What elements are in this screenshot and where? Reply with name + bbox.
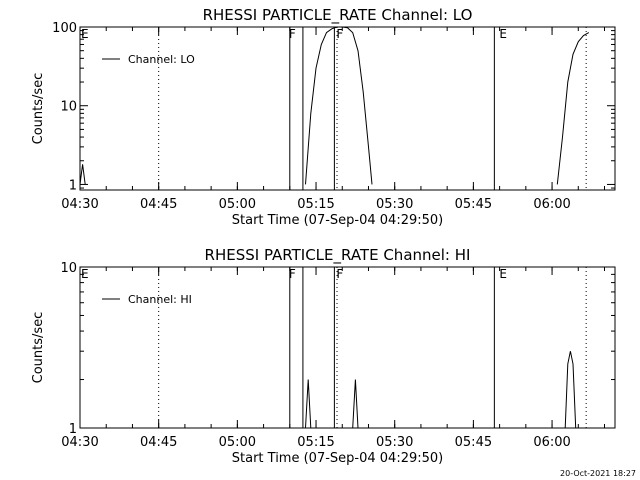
x-tick-label: 04:30 — [61, 197, 98, 212]
flag-label: F — [289, 27, 296, 41]
flag-label: E — [499, 27, 507, 41]
chart-title: RHESSI PARTICLE_RATE Channel: HI — [205, 246, 471, 265]
flag-label: E — [499, 267, 507, 281]
panel-lo: RHESSI PARTICLE_RATE Channel: LO 04:30 04:… — [31, 6, 616, 228]
data-series-line — [564, 351, 577, 429]
x-tick-label: 05:00 — [219, 197, 256, 212]
x-tick-label: 04:45 — [140, 197, 177, 212]
flag-label: E — [81, 267, 89, 281]
y-tick-label: 10 — [60, 261, 77, 276]
flag-label: F — [336, 27, 343, 41]
x-axis-label: Start Time (07-Sep-04 04:29:50) — [232, 451, 443, 466]
data-series-line — [352, 379, 359, 429]
x-tick-label: 05:30 — [376, 435, 413, 450]
data-series-line — [305, 379, 312, 429]
generation-timestamp: 20-Oct-2021 18:27 — [560, 469, 636, 478]
flag-label: F — [289, 267, 296, 281]
data-series-line — [305, 26, 373, 185]
chart-title: RHESSI PARTICLE_RATE Channel: LO — [203, 6, 473, 25]
y-tick-label: 1 — [69, 178, 77, 193]
flag-label: E — [81, 27, 89, 41]
x-tick-label: 05:00 — [219, 435, 256, 450]
y-tick-label: 1 — [69, 422, 77, 437]
x-tick-label: 05:15 — [297, 435, 334, 450]
x-tick-label: 05:45 — [455, 197, 492, 212]
x-tick-label: 04:45 — [140, 435, 177, 450]
y-tick-label: 10 — [60, 100, 77, 115]
x-axis-label: Start Time (07-Sep-04 04:29:50) — [232, 213, 443, 228]
x-tick-label: 05:15 — [297, 197, 334, 212]
legend-label: Channel: LO — [128, 53, 195, 66]
data-series-line — [556, 32, 590, 185]
plot-frame — [79, 26, 616, 191]
legend-label: Channel: HI — [128, 293, 192, 306]
flag-label: F — [336, 267, 343, 281]
x-tick-label: 05:30 — [376, 197, 413, 212]
plot-frame — [79, 266, 616, 429]
y-axis-label: Counts/sec — [31, 312, 46, 384]
y-axis-label: Counts/sec — [31, 73, 46, 145]
x-tick-label: 05:45 — [455, 435, 492, 450]
x-tick-label: 06:00 — [533, 197, 570, 212]
data-series-line — [79, 164, 86, 185]
x-tick-label: 06:00 — [533, 435, 570, 450]
panel-hi: RHESSI PARTICLE_RATE Channel: HI 04:30 04:… — [31, 246, 616, 466]
x-tick-label: 04:30 — [61, 435, 98, 450]
y-tick-label: 100 — [52, 21, 77, 36]
